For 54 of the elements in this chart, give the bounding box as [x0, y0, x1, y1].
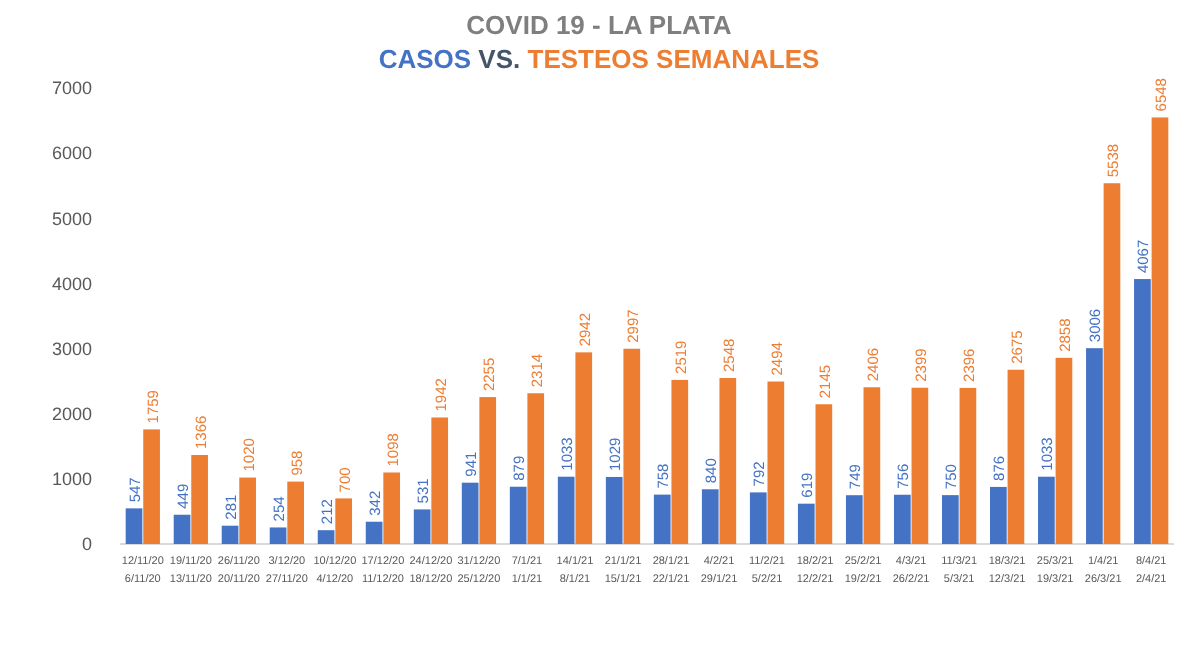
bar — [863, 387, 881, 544]
bar — [1055, 357, 1073, 544]
bar — [1007, 369, 1025, 544]
bar — [990, 486, 1007, 544]
bar — [1151, 117, 1169, 544]
bar — [845, 495, 863, 544]
bar — [125, 508, 143, 544]
bar — [911, 387, 929, 544]
bar — [797, 503, 815, 544]
bar — [365, 521, 383, 544]
bar — [413, 509, 431, 544]
bar — [479, 397, 497, 544]
bar — [1103, 183, 1121, 544]
bar — [893, 494, 911, 544]
bar — [815, 404, 833, 544]
chart-title: COVID 19 - LA PLATA — [466, 10, 733, 40]
y-tick-label: 7000 — [51, 78, 92, 99]
bar — [335, 498, 353, 544]
bar — [749, 492, 767, 544]
bar — [191, 455, 208, 544]
bar — [941, 495, 959, 544]
y-tick-label: 5000 — [51, 208, 92, 229]
bar — [1086, 348, 1103, 544]
bar — [1134, 279, 1151, 544]
y-tick-label: 4000 — [51, 273, 92, 294]
bar — [605, 476, 623, 544]
y-tick-label: 6000 — [51, 143, 92, 164]
bar — [461, 482, 479, 544]
bar — [317, 530, 335, 544]
bar — [527, 393, 545, 544]
bar — [173, 514, 191, 544]
y-tick-label: 1000 — [51, 469, 92, 490]
y-tick-label: 3000 — [51, 338, 92, 359]
y-tick-label: 2000 — [51, 404, 92, 425]
bar — [623, 348, 641, 544]
bar — [557, 476, 575, 544]
bar — [719, 378, 737, 544]
bar — [143, 429, 160, 544]
bar — [383, 472, 401, 544]
bar — [959, 387, 977, 544]
bar — [653, 494, 671, 544]
bar — [575, 352, 593, 544]
y-tick-label: 0 — [81, 534, 92, 555]
chart-subtitle: CASOS VS. TESTEOS SEMANALES — [378, 44, 820, 74]
bar — [431, 417, 449, 544]
bar — [269, 527, 287, 544]
bar — [767, 381, 785, 544]
bar — [701, 489, 719, 544]
bar — [509, 486, 527, 544]
bar — [1038, 476, 1055, 544]
bar — [287, 481, 304, 544]
bar — [671, 379, 689, 544]
bar — [239, 477, 256, 544]
bar — [221, 525, 239, 544]
